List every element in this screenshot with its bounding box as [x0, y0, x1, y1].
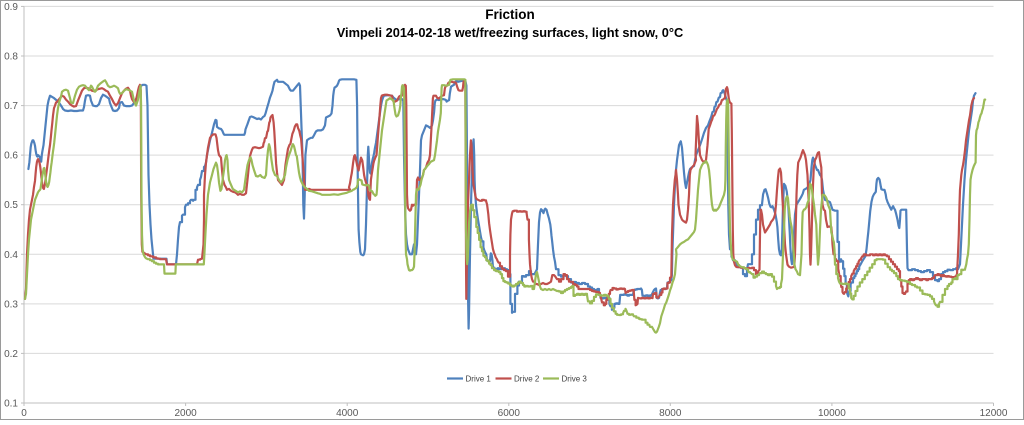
svg-text:0.3: 0.3: [4, 299, 18, 310]
svg-text:8000: 8000: [659, 408, 682, 419]
svg-text:6000: 6000: [498, 408, 521, 419]
svg-text:0.1: 0.1: [4, 399, 18, 410]
svg-text:Vimpeli 2014-02-18 wet/freezin: Vimpeli 2014-02-18 wet/freezing surfaces…: [337, 25, 684, 40]
svg-text:0.6: 0.6: [4, 151, 18, 162]
svg-text:12000: 12000: [980, 408, 1008, 419]
svg-text:Drive 1: Drive 1: [466, 375, 492, 384]
svg-text:0.7: 0.7: [4, 101, 18, 112]
svg-text:0.4: 0.4: [4, 250, 18, 261]
svg-text:0.8: 0.8: [4, 52, 18, 63]
svg-text:Drive 2: Drive 2: [514, 375, 540, 384]
svg-text:0.9: 0.9: [4, 2, 18, 13]
svg-text:0: 0: [21, 408, 27, 419]
svg-text:Friction: Friction: [485, 7, 535, 22]
svg-text:0.5: 0.5: [4, 200, 18, 211]
svg-text:0.2: 0.2: [4, 349, 18, 360]
svg-text:Drive 3: Drive 3: [562, 375, 588, 384]
svg-text:4000: 4000: [336, 408, 359, 419]
svg-text:2000: 2000: [174, 408, 197, 419]
svg-text:10000: 10000: [818, 408, 846, 419]
